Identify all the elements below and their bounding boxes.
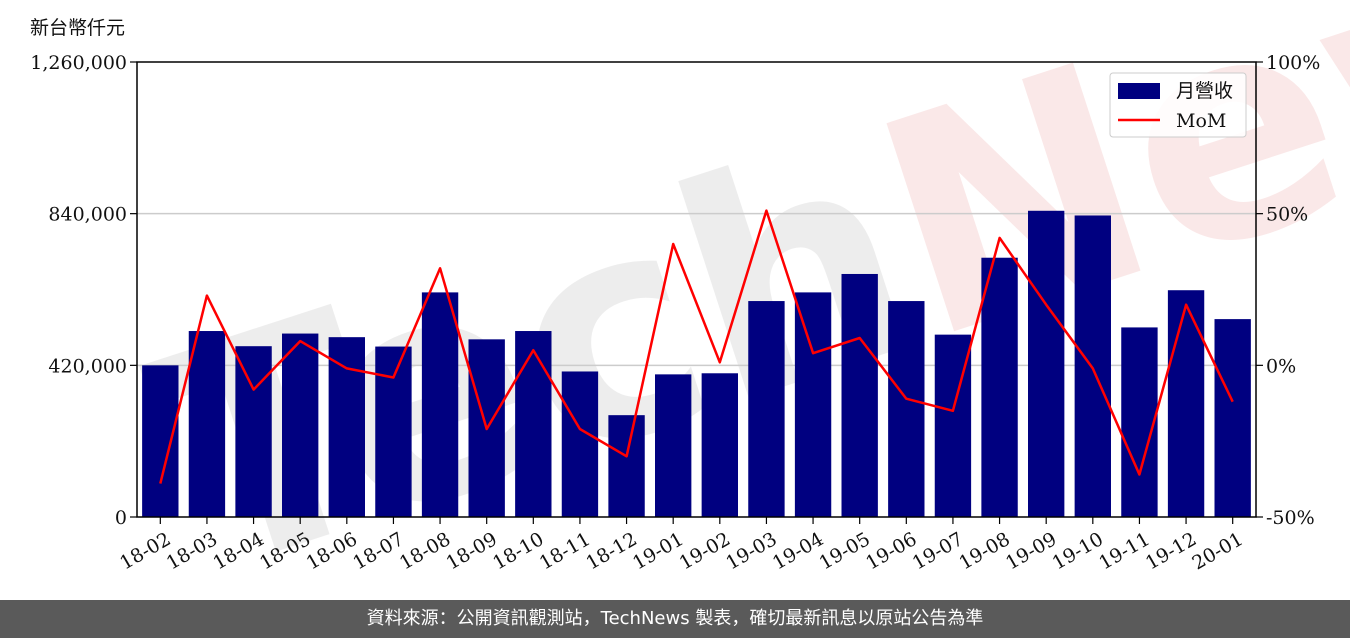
x-tick-label: 20-01 <box>1189 528 1247 574</box>
bar <box>375 346 412 517</box>
bar <box>188 331 226 517</box>
x-tick-label: 19-09 <box>1002 528 1060 574</box>
x-tick-label: 19-11 <box>1095 528 1153 574</box>
bar <box>701 373 738 517</box>
x-tick-label: 19-10 <box>1049 528 1107 574</box>
left-tick-label: 840,000 <box>48 204 127 226</box>
x-tick-label: 19-12 <box>1142 528 1200 574</box>
bar <box>794 292 832 517</box>
x-tick-label: 18-02 <box>116 528 174 574</box>
left-tick-label: 420,000 <box>48 355 127 377</box>
bar <box>421 292 459 517</box>
left-tick-label: 1,260,000 <box>30 52 127 74</box>
left-tick-label: 0 <box>115 507 127 529</box>
bar <box>142 365 179 517</box>
legend-swatch-revenue <box>1118 83 1160 99</box>
x-tick-label: 18-12 <box>582 528 640 574</box>
bar <box>608 415 645 517</box>
bar <box>515 331 552 517</box>
mom-line <box>159 209 1234 484</box>
source-footer: 資料來源：公開資訊觀測站，TechNews 製表，確切最新訊息以原站公告為準 <box>0 600 1350 638</box>
x-tick-label: 19-04 <box>769 528 827 574</box>
x-tick-label: 19-06 <box>862 528 920 574</box>
right-tick-label: 100% <box>1266 52 1320 74</box>
right-tick-label: -50% <box>1266 507 1315 529</box>
grid-lines <box>137 212 1256 367</box>
bar <box>981 257 1018 517</box>
bar <box>1074 215 1111 517</box>
bar <box>748 301 785 517</box>
legend-label-revenue: 月營收 <box>1176 80 1233 102</box>
y-axis-unit-label: 新台幣仟元 <box>30 17 125 39</box>
x-tick-label: 19-05 <box>816 528 874 574</box>
x-tick-label: 19-02 <box>676 528 734 574</box>
bar <box>888 301 925 517</box>
bar <box>561 371 599 517</box>
bar <box>328 337 365 517</box>
legend-label-mom: MoM <box>1176 110 1226 132</box>
x-tick-label: 19-07 <box>909 528 967 574</box>
x-tick-label: 19-01 <box>629 528 687 574</box>
x-tick-label: 19-03 <box>722 528 780 574</box>
bar <box>841 273 878 517</box>
bar <box>655 374 692 517</box>
x-tick-label: 19-08 <box>955 528 1013 574</box>
bar <box>1121 327 1158 517</box>
bar <box>282 333 319 517</box>
revenue-mom-chart: 新台幣仟元 TechNews 0420,000840,0001,260,000-… <box>30 0 1350 600</box>
bar <box>1028 210 1065 517</box>
legend: 月營收 MoM <box>1109 72 1247 138</box>
bar-series-revenue <box>142 210 1251 517</box>
bar <box>1167 290 1205 517</box>
right-tick-label: 50% <box>1266 204 1308 226</box>
bar <box>235 346 272 517</box>
line-series-mom <box>159 209 1234 484</box>
bar <box>1214 319 1251 517</box>
right-tick-label: 0% <box>1266 355 1296 377</box>
plot-frame <box>136 61 1257 518</box>
